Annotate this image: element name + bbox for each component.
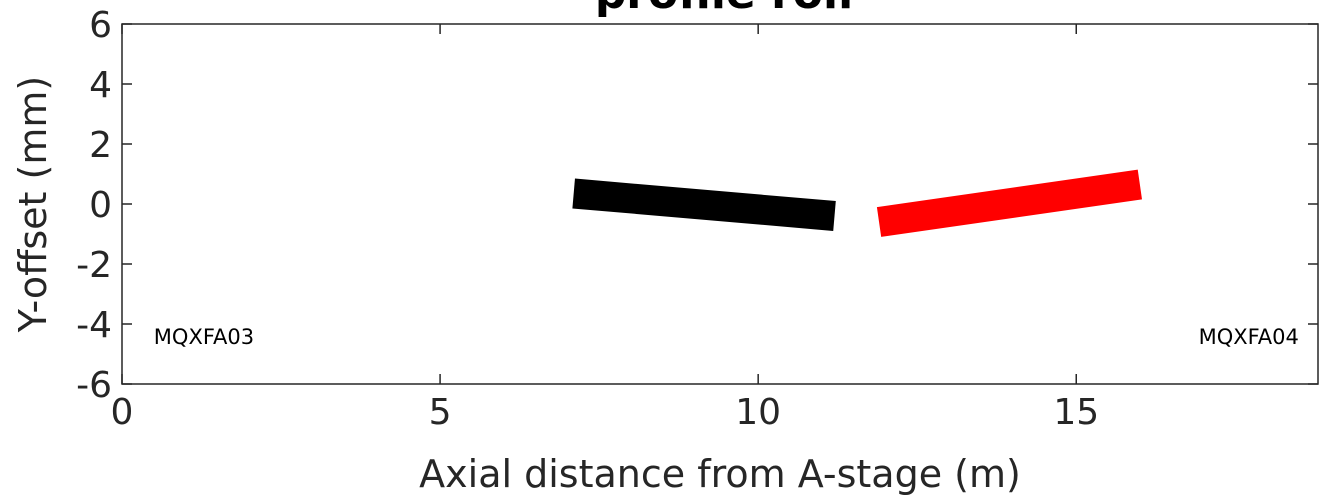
x-tick-label: 10: [735, 392, 781, 433]
x-tick-label: 5: [429, 392, 452, 433]
x-axis-label: Axial distance from A-stage (m): [419, 452, 1021, 496]
y-axis-ticks: -6 -4 -2 0 2 4 6: [76, 5, 1318, 406]
x-tick-label: 15: [1053, 392, 1099, 433]
plot-marks: [572, 169, 1143, 237]
y-tick-label: 2: [89, 125, 112, 166]
y-tick-label: -4: [76, 305, 112, 346]
y-axis-label: Y-offset (mm): [11, 76, 55, 333]
chart-title: profile roll: [595, 0, 853, 19]
x-axis-ticks: 0 5 10 15: [111, 24, 1099, 433]
y-tick-label: 6: [89, 5, 112, 46]
annotation-label-2: MQXFA04: [1199, 325, 1299, 349]
series-line-2: [876, 169, 1143, 237]
annotation-label-1: MQXFA03: [154, 325, 254, 349]
y-tick-label: -2: [76, 245, 112, 286]
y-tick-label: 4: [89, 65, 112, 106]
y-tick-label: -6: [76, 365, 112, 406]
y-tick-label: 0: [89, 185, 112, 226]
x-tick-label: 0: [111, 392, 134, 433]
annotations: MQXFA03 MQXFA04: [154, 325, 1299, 349]
series-line-1: [572, 178, 836, 231]
